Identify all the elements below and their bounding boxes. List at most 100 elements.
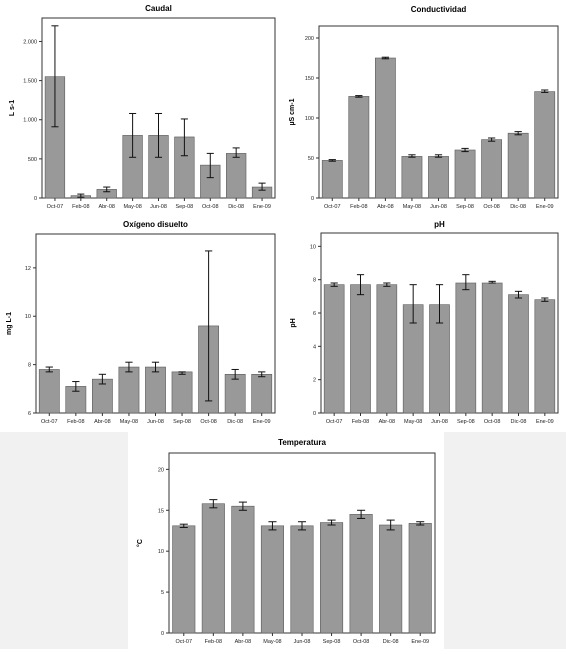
x-tick-label: May-08 xyxy=(120,419,138,425)
chart-panel-caudal: Caudal L s-1 0 500 1.000 1.500 2.000 Oct-07 Feb-… xyxy=(0,0,283,216)
x-tick-label: Ene-09 xyxy=(411,639,429,645)
chart-ph: pH pH 0 2 4 6 8 10 Oct-07 Feb-08 Abr-08 May-08 Jun-0… xyxy=(290,220,559,425)
bar xyxy=(428,156,449,199)
x-tick-label: Dic-08 xyxy=(510,204,526,210)
y-tick-label: 200 xyxy=(305,36,314,42)
bar xyxy=(508,294,529,414)
y-axis-label: L s-1 xyxy=(9,100,16,116)
bar xyxy=(323,284,345,414)
y-axis-label: °C xyxy=(136,539,144,547)
y-tick-label: 100 xyxy=(305,116,314,122)
x-tick-label: Jun-08 xyxy=(147,419,164,425)
x-tick-label: Jun-08 xyxy=(294,639,311,645)
x-tick-label: Sep-08 xyxy=(173,419,191,425)
y-tick-label: 0 xyxy=(161,631,164,637)
bar xyxy=(224,373,246,414)
x-tick-label: Abr-08 xyxy=(377,204,394,210)
bar xyxy=(38,369,60,414)
bar xyxy=(201,503,225,634)
y-tick-label: 8 xyxy=(313,278,316,284)
bar xyxy=(350,284,371,414)
bar xyxy=(349,514,373,634)
x-tick-label: Oct-08 xyxy=(200,419,217,425)
x-tick-label: Sep-08 xyxy=(457,419,475,425)
bar xyxy=(290,525,314,634)
bar xyxy=(145,366,166,414)
chart-panel-oxigeno-disuelto: Oxígeno disuelto mg L-1 6 8 10 12 Oct-07 Feb-08… xyxy=(0,216,283,432)
x-tick-label: Feb-08 xyxy=(352,419,369,425)
bar xyxy=(251,373,273,414)
x-tick-label: Oct-07 xyxy=(324,204,341,210)
x-tick-label: Ene-09 xyxy=(536,419,554,425)
x-tick-label: Abr-08 xyxy=(379,419,396,425)
y-tick-label: 10 xyxy=(310,244,316,250)
x-tick-label: Ene-09 xyxy=(253,419,271,425)
bar xyxy=(379,524,403,634)
x-tick-label: Dic-08 xyxy=(511,419,527,425)
y-axis-label: mg L-1 xyxy=(6,312,13,335)
x-tick-label: Sep-08 xyxy=(176,204,194,210)
bar xyxy=(534,91,556,199)
y-axis-label: µS cm-1 xyxy=(289,98,296,125)
y-tick-label: 12 xyxy=(25,266,31,272)
x-tick-label: May-08 xyxy=(404,419,422,425)
y-tick-label: 2 xyxy=(313,378,316,384)
x-tick-label: Oct-07 xyxy=(41,419,58,425)
bar xyxy=(455,282,477,414)
chart-title: Caudal xyxy=(145,4,172,13)
bar xyxy=(348,96,370,199)
y-tick-label: 2.000 xyxy=(23,39,37,45)
bar xyxy=(481,282,503,414)
x-tick-label: Dic-08 xyxy=(383,639,399,645)
bar xyxy=(226,153,247,199)
x-tick-label: Ene-09 xyxy=(253,204,271,210)
x-tick-label: Feb-08 xyxy=(72,204,89,210)
x-tick-label: Oct-08 xyxy=(484,419,501,425)
y-axis-label: pH xyxy=(290,318,297,327)
y-tick-label: 6 xyxy=(313,311,316,317)
x-tick-label: Oct-07 xyxy=(326,419,343,425)
chart-conductividad: Conductividad µS cm-1 0 50 100 150 200 Oct-07 Fe… xyxy=(289,5,559,210)
x-tick-label: Jun-08 xyxy=(150,204,167,210)
bar xyxy=(320,522,344,634)
bar xyxy=(118,366,140,414)
bar xyxy=(172,525,196,634)
x-tick-label: Abr-08 xyxy=(94,419,111,425)
y-tick-label: 10 xyxy=(25,314,31,320)
x-tick-label: Feb-08 xyxy=(350,204,367,210)
y-tick-label: 15 xyxy=(158,508,164,514)
x-tick-label: May-08 xyxy=(263,639,281,645)
x-tick-label: Dic-08 xyxy=(228,204,244,210)
y-tick-label: 500 xyxy=(28,157,37,163)
y-tick-label: 1.000 xyxy=(23,118,37,124)
bar xyxy=(408,523,432,634)
y-tick-label: 6 xyxy=(28,411,31,417)
chart-panel-ph: pH pH 0 2 4 6 8 10 Oct-07 Feb-08 Abr-08 May-08 Jun-0… xyxy=(283,216,566,432)
bar xyxy=(507,132,529,199)
x-tick-label: Ene-09 xyxy=(536,204,554,210)
y-tick-label: 4 xyxy=(313,344,316,350)
bar xyxy=(321,160,343,199)
chart-title: Conductividad xyxy=(411,5,467,14)
bar xyxy=(454,149,476,199)
chart-temperatura: Temperatura °C 0 5 10 15 20 Oct-07 Feb-08 Abr-08 M… xyxy=(136,438,436,645)
chart-caudal: Caudal L s-1 0 500 1.000 1.500 2.000 Oct-07 Feb-… xyxy=(9,4,276,210)
chart-oxigeno-disuelto: Oxígeno disuelto mg L-1 6 8 10 12 Oct-07 Feb-08… xyxy=(6,220,276,425)
x-tick-label: Feb-08 xyxy=(67,419,84,425)
x-tick-label: Sep-08 xyxy=(456,204,474,210)
x-tick-label: Sep-08 xyxy=(323,639,341,645)
y-tick-label: 0 xyxy=(313,411,316,417)
bar xyxy=(401,156,423,199)
x-tick-label: Dic-08 xyxy=(227,419,243,425)
bar xyxy=(481,139,503,199)
bar xyxy=(260,525,284,634)
y-tick-label: 0 xyxy=(311,196,314,202)
x-tick-label: Oct-08 xyxy=(483,204,500,210)
y-tick-label: 5 xyxy=(161,590,164,596)
bar xyxy=(171,371,193,414)
x-tick-label: Feb-08 xyxy=(205,639,222,645)
chart-title: Oxígeno disuelto xyxy=(123,220,188,229)
chart-title: pH xyxy=(434,220,445,229)
x-tick-label: Jun-08 xyxy=(430,204,447,210)
bar xyxy=(374,57,396,199)
